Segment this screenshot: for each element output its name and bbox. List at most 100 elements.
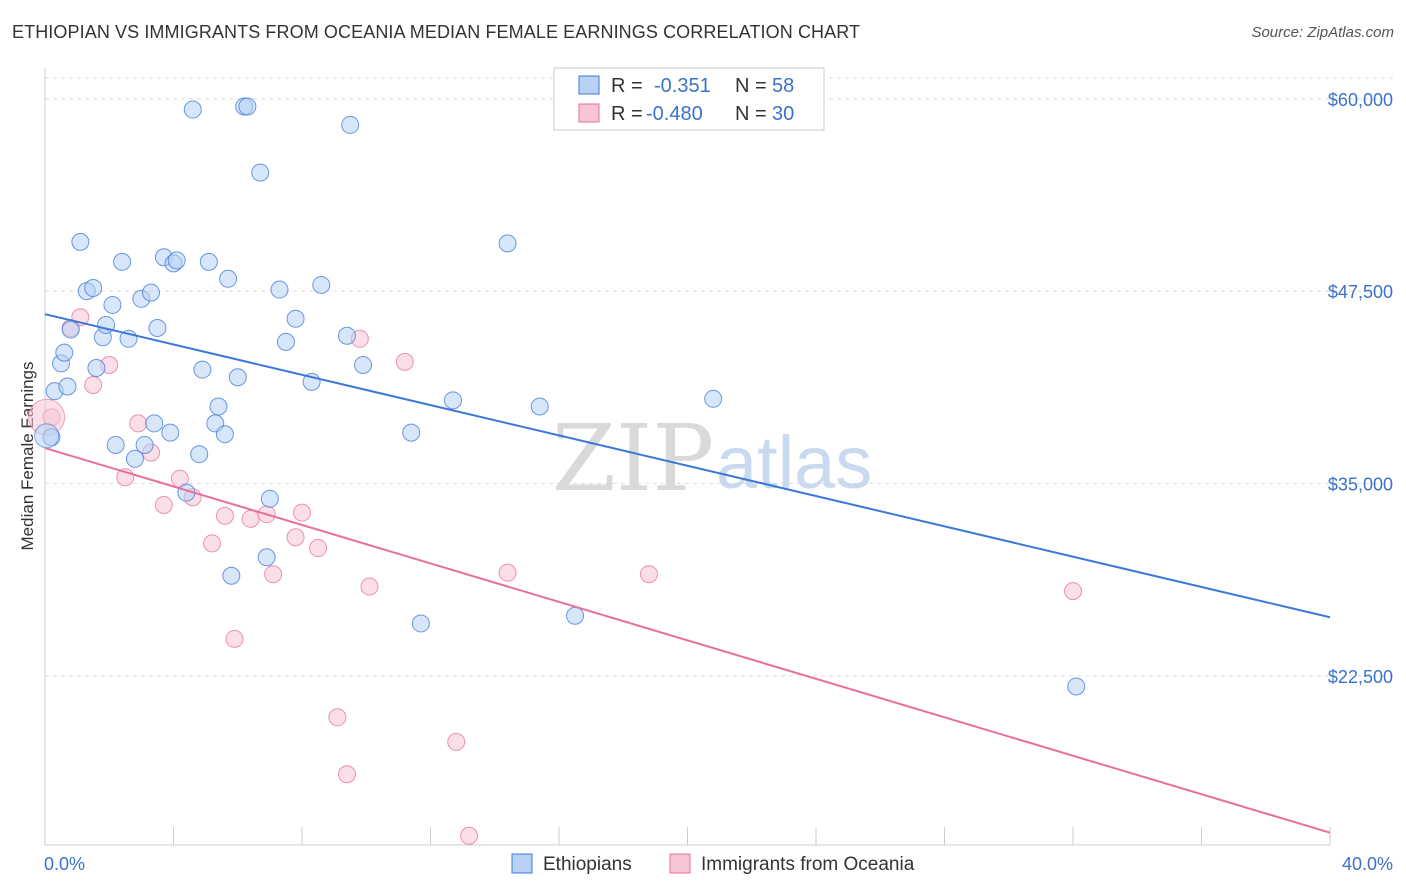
ethiopian-point [58, 377, 77, 396]
y-tick-label: $60,000 [1328, 90, 1393, 110]
oceania-point [447, 732, 466, 751]
ethiopian-point [148, 319, 167, 338]
ethiopian-point [530, 397, 549, 416]
legend-r-label-oceania: R = [611, 103, 643, 125]
ethiopian-point [55, 343, 74, 362]
ethiopian-point [312, 275, 331, 294]
ethiopian-point [222, 566, 241, 585]
ethiopian-point [193, 360, 212, 379]
ethiopian-point [270, 280, 289, 299]
ethiopian-point [142, 283, 161, 302]
legend-r-label-ethiopians: R = [611, 75, 643, 97]
ethiopian-point [498, 234, 517, 253]
ethiopian-point [135, 435, 154, 454]
ethiopian-point [71, 232, 90, 251]
ethiopian-point [443, 391, 462, 410]
trend-lines [44, 313, 1331, 834]
oceania-point [215, 506, 234, 525]
ethiopian-point [87, 359, 106, 378]
ethiopian-point [566, 606, 585, 625]
ethiopian-point [209, 397, 228, 416]
legend-swatch-oceania [578, 103, 600, 123]
x-tick-label-max: 40.0% [1342, 854, 1393, 874]
y-axis-title: Median Female Earnings [18, 362, 37, 551]
oceania-point [395, 352, 414, 371]
trend-line-ethiopians [44, 313, 1331, 619]
ethiopian-point [1067, 677, 1086, 696]
bottom-legend-swatch-oceania [669, 853, 691, 874]
bottom-legend-label-ethiopians: Ethiopians [543, 854, 632, 875]
y-tick-label: $47,500 [1328, 282, 1393, 302]
ethiopian-point [228, 368, 247, 387]
ethiopian-point [61, 320, 80, 339]
ethiopian-point [411, 614, 430, 633]
source-credit: Source: ZipAtlas.com [1251, 24, 1394, 41]
ethiopian-point [125, 449, 144, 468]
ethiopian-point [103, 295, 122, 314]
oceania-point [1064, 582, 1082, 601]
ethiopian-point [238, 97, 257, 116]
ethiopian-point [106, 435, 125, 454]
oceania-point [309, 539, 328, 558]
watermark-zip: ZIP [552, 405, 714, 512]
oceania-point [241, 509, 260, 528]
ethiopian-point [286, 309, 305, 328]
oceania-point [328, 708, 347, 727]
ethiopian-point [251, 163, 270, 182]
oceania-point [337, 765, 356, 784]
series-oceania-points [28, 308, 1082, 845]
oceania-point [639, 565, 658, 584]
x-axis-ticks [44, 827, 1331, 845]
oceania-point [84, 375, 103, 394]
ethiopian-point [276, 332, 295, 351]
y-tick-labels: $22,500 $35,000 $47,500 $60,000 [1328, 90, 1393, 687]
y-tick-label: $22,500 [1328, 667, 1393, 687]
legend-n-value-oceania: 30 [772, 103, 794, 125]
ethiopian-point [337, 326, 356, 345]
ethiopian-point [84, 279, 103, 298]
chart-title: ETHIOPIAN VS IMMIGRANTS FROM OCEANIA MED… [12, 22, 861, 42]
bottom-legend-label-oceania: Immigrants from Oceania [701, 854, 915, 875]
oceania-point [203, 534, 222, 553]
legend-swatch-ethiopians [578, 75, 600, 95]
ethiopian-point-large [34, 423, 60, 449]
bottom-legend-swatch-ethiopians [511, 853, 533, 874]
ethiopian-point [190, 445, 209, 464]
oceania-point [286, 528, 305, 547]
ethiopian-point [113, 252, 132, 271]
legend-n-label-oceania: N = [735, 103, 767, 125]
oceania-point [225, 629, 244, 648]
series-legend: Ethiopians Immigrants from Oceania [511, 853, 915, 875]
ethiopian-point [354, 355, 373, 374]
series-ethiopians-points [34, 97, 1086, 696]
oceania-point [293, 503, 311, 522]
oceania-point [360, 577, 379, 596]
ethiopian-point [257, 548, 276, 567]
ethiopian-point [219, 269, 238, 288]
oceania-point [264, 565, 283, 584]
trend-line-oceania [44, 447, 1331, 834]
oceania-point [460, 826, 479, 845]
oceania-point [154, 495, 173, 514]
ethiopian-point [145, 414, 164, 433]
x-tick-label-min: 0.0% [44, 854, 85, 874]
ethiopian-point [402, 423, 421, 442]
oceania-point [129, 414, 148, 433]
gridlines [45, 77, 1393, 677]
ethiopian-point [167, 251, 186, 270]
ethiopian-point [215, 425, 234, 444]
ethiopian-point [183, 100, 202, 119]
legend-r-value-oceania: -0.480 [646, 103, 703, 125]
ethiopian-point [161, 423, 180, 442]
legend-n-value-ethiopians: 58 [772, 75, 794, 97]
ethiopian-point [260, 489, 279, 508]
y-tick-label: $35,000 [1328, 474, 1393, 494]
oceania-point [498, 563, 517, 582]
ethiopian-point [704, 389, 723, 408]
legend-r-value-ethiopians: -0.351 [654, 75, 711, 97]
ethiopian-point [341, 115, 360, 134]
ethiopian-point [199, 252, 218, 271]
stats-legend: R = -0.351 N = 58 R = -0.480 N = 30 [553, 67, 825, 131]
legend-n-label-ethiopians: N = [735, 75, 767, 97]
